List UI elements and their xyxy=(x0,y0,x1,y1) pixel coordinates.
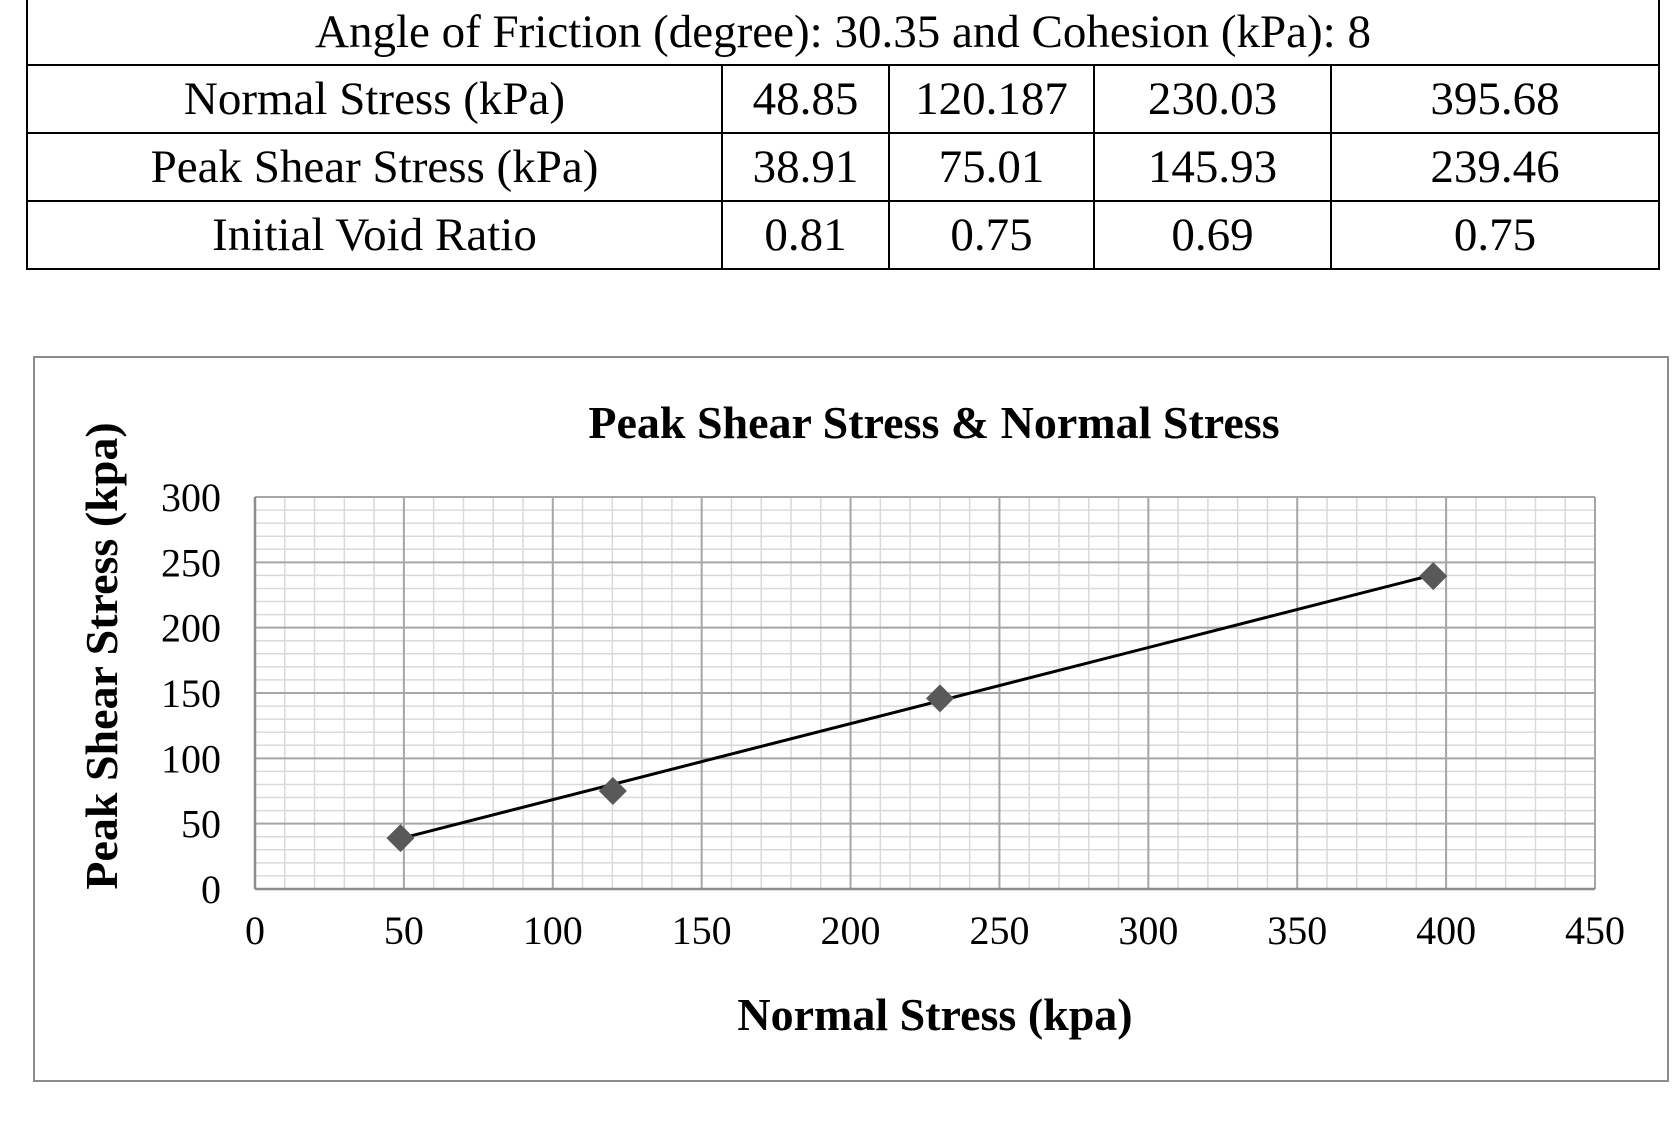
y-tick-label: 50 xyxy=(181,802,221,847)
table-cell: 145.93 xyxy=(1093,132,1332,202)
y-axis-title: Peak Shear Stress (kpa) xyxy=(76,422,127,889)
chart-title: Peak Shear Stress & Normal Stress xyxy=(588,397,1279,448)
x-tick-label: 100 xyxy=(523,908,583,953)
x-tick-label: 200 xyxy=(821,908,881,953)
table-row: Normal Stress (kPa) 48.85 120.187 230.03 395… xyxy=(26,64,1660,134)
table-cell: 38.91 xyxy=(721,132,890,202)
table-cell: 0.75 xyxy=(1330,200,1660,270)
data-table: Angle of Friction (degree): 30.35 and Co… xyxy=(26,0,1660,270)
data-point xyxy=(386,824,415,853)
table-row-label: Initial Void Ratio xyxy=(26,200,723,270)
table-row: Peak Shear Stress (kPa) 38.91 75.01 145.93 2… xyxy=(26,132,1660,202)
table-cell: 395.68 xyxy=(1330,64,1660,134)
table-cell: 0.69 xyxy=(1093,200,1332,270)
grid xyxy=(254,496,1596,890)
y-tick-label: 0 xyxy=(201,867,221,912)
x-axis-title: Normal Stress (kpa) xyxy=(737,989,1132,1040)
x-tick-label: 300 xyxy=(1118,908,1178,953)
y-tick-label: 100 xyxy=(161,736,221,781)
table-cell: 48.85 xyxy=(721,64,890,134)
table-cell: 0.81 xyxy=(721,200,890,270)
table-cell: 239.46 xyxy=(1330,132,1660,202)
data-point xyxy=(598,776,627,805)
x-tick-label: 400 xyxy=(1416,908,1476,953)
table-cell: 120.187 xyxy=(888,64,1095,134)
x-tick-label: 350 xyxy=(1267,908,1327,953)
trendline xyxy=(400,573,1434,841)
data-point xyxy=(1419,562,1448,591)
data-point xyxy=(925,684,954,713)
table-cell: 0.75 xyxy=(888,200,1095,270)
table-caption: Angle of Friction (degree): 30.35 and Co… xyxy=(26,0,1660,66)
table-caption-row: Angle of Friction (degree): 30.35 and Co… xyxy=(26,0,1660,66)
y-tick-label: 250 xyxy=(161,540,221,585)
series xyxy=(386,562,1448,853)
tick-labels: 0 50 100 150 200 250 300 350 400 450 0 50 100 150 200 2… xyxy=(161,475,1625,953)
table-row-label: Normal Stress (kPa) xyxy=(26,64,723,134)
chart: 0 50 100 150 200 250 300 350 400 450 0 50 100 150 200 2… xyxy=(76,397,1625,1040)
x-tick-label: 250 xyxy=(969,908,1029,953)
table-cell: 75.01 xyxy=(888,132,1095,202)
table-row: Initial Void Ratio 0.81 0.75 0.69 0.75 xyxy=(26,200,1660,270)
x-tick-label: 150 xyxy=(672,908,732,953)
x-tick-label: 0 xyxy=(245,908,265,953)
x-tick-label: 450 xyxy=(1565,908,1625,953)
table-cell: 230.03 xyxy=(1093,64,1332,134)
y-tick-label: 200 xyxy=(161,606,221,651)
x-tick-label: 50 xyxy=(384,908,424,953)
y-tick-label: 150 xyxy=(161,671,221,716)
chart-frame: 0 50 100 150 200 250 300 350 400 450 0 50 100 150 200 2… xyxy=(33,356,1669,1082)
table-row-label: Peak Shear Stress (kPa) xyxy=(26,132,723,202)
axes xyxy=(253,497,1595,891)
y-tick-label: 300 xyxy=(161,475,221,520)
